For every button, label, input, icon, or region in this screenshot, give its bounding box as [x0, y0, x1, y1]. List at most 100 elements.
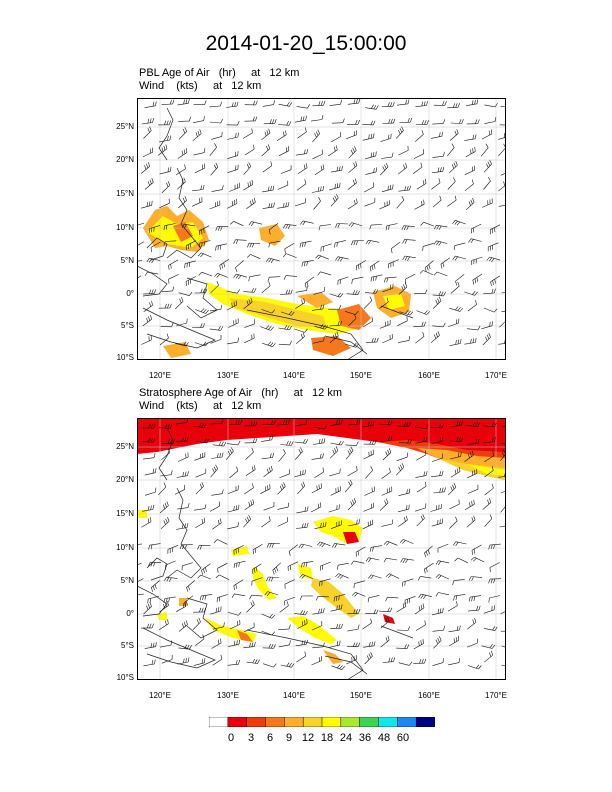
wind-barb-flag [358, 519, 360, 524]
wind-barb-flag [146, 605, 149, 610]
wind-barb-flag [152, 585, 155, 591]
wind-barb-flag [169, 99, 172, 105]
wind-barb-flag [220, 101, 222, 107]
wind-barb [141, 521, 152, 528]
wind-barb-flag [444, 487, 446, 492]
wind-barb-flag [420, 221, 424, 226]
wind-barb [430, 335, 440, 343]
wind-barb-flag [236, 466, 239, 471]
wind-barb-flag [433, 225, 437, 230]
wind-barb [143, 130, 152, 139]
wind-barb [243, 301, 253, 310]
wind-barb [249, 274, 261, 278]
wind-barb-flag [488, 545, 491, 550]
wind-barb-flag [321, 115, 324, 120]
wind-barb [201, 563, 211, 571]
wind-barb [245, 451, 254, 460]
wind-barb [312, 105, 324, 107]
wind-barb [454, 594, 466, 597]
wind-barb-flag [250, 222, 255, 227]
wind-barb-flag [490, 578, 493, 584]
wind-barb-flag [202, 634, 205, 639]
wind-barb-flag [385, 225, 388, 231]
wind-barb [413, 643, 424, 650]
wind-barb [457, 557, 468, 564]
wind-barb-flag [339, 132, 342, 137]
wind-barb-flag [435, 574, 440, 578]
wind-barb-flag [152, 118, 154, 123]
wind-barb-flag [184, 196, 187, 201]
wind-barb-flag [203, 241, 205, 247]
wind-barb-flag [220, 326, 224, 331]
wind-barb-flag [388, 436, 390, 441]
wind-barb-flag [266, 576, 269, 582]
wind-barb-flag [181, 296, 184, 302]
wind-barb-flag [420, 640, 422, 645]
wind-barb [278, 150, 290, 156]
wind-barb-flag [249, 595, 252, 600]
wind-barb [262, 104, 274, 107]
wind-barb-flag [478, 605, 481, 611]
wind-barb-flag [183, 149, 186, 154]
wind-barb [294, 119, 306, 123]
wind-barb-flag [339, 166, 341, 171]
wind-barb [296, 655, 306, 663]
wind-barb-flag [337, 257, 341, 262]
wind-barb [329, 186, 340, 191]
wind-barb-flag [300, 447, 303, 452]
wind-barb-flag [373, 167, 375, 173]
wind-barb [450, 122, 462, 124]
wind-barb-flag [386, 498, 389, 504]
wind-barb-flag [247, 243, 250, 248]
wind-barb-flag [298, 449, 302, 454]
wind-barb-flag [340, 320, 343, 326]
wind-barb [415, 507, 426, 512]
wind-barb-flag [471, 501, 473, 506]
wind-barb-flag [306, 281, 309, 287]
wind-barb [455, 220, 466, 225]
wind-barb-flag [315, 131, 319, 136]
wind-barb [498, 136, 506, 140]
wind-barb-flag [368, 558, 372, 563]
colorbar-swatch [359, 717, 380, 727]
wind-barb-flag [441, 423, 444, 429]
wind-barb-flag [423, 595, 427, 600]
wind-barb [318, 254, 329, 260]
wind-barb [362, 425, 374, 428]
wind-barb [142, 151, 153, 158]
wind-barb [329, 450, 339, 459]
wind-barb-flag [421, 101, 424, 107]
wind-barb [261, 285, 271, 294]
wind-barb-flag [182, 472, 184, 477]
wind-barb [365, 613, 377, 615]
wind-barb-flag [349, 448, 352, 453]
wind-barb-flag [301, 299, 303, 305]
wind-barb [263, 506, 275, 511]
wind-barb-flag [470, 556, 475, 561]
wind-barb-flag [418, 606, 421, 611]
wind-barb [432, 294, 444, 297]
wind-barb [484, 487, 494, 496]
wind-barb-flag [283, 224, 286, 229]
wind-barb-flag [165, 144, 168, 149]
wind-barb-flag [419, 658, 422, 664]
wind-barb [312, 133, 320, 143]
wind-barb-flag [323, 336, 325, 341]
wind-barb-flag [273, 663, 277, 668]
wind-barb-flag [291, 441, 294, 446]
wind-barb-flag [153, 642, 155, 648]
wind-barb-flag [407, 310, 411, 315]
wind-barb-flag [149, 179, 152, 185]
wind-barb [244, 148, 255, 156]
wind-barb-flag [270, 202, 273, 208]
wind-barb-flag [319, 542, 323, 547]
wind-barb [490, 275, 501, 282]
wind-barb-flag [354, 199, 356, 205]
wind-barb [244, 503, 254, 511]
wind-barb [433, 491, 445, 494]
wind-barb-flag [471, 596, 473, 602]
wind-barb-flag [370, 651, 373, 657]
wind-barb [314, 168, 325, 176]
wind-barb-flag [268, 128, 271, 134]
wind-barb [338, 573, 349, 579]
